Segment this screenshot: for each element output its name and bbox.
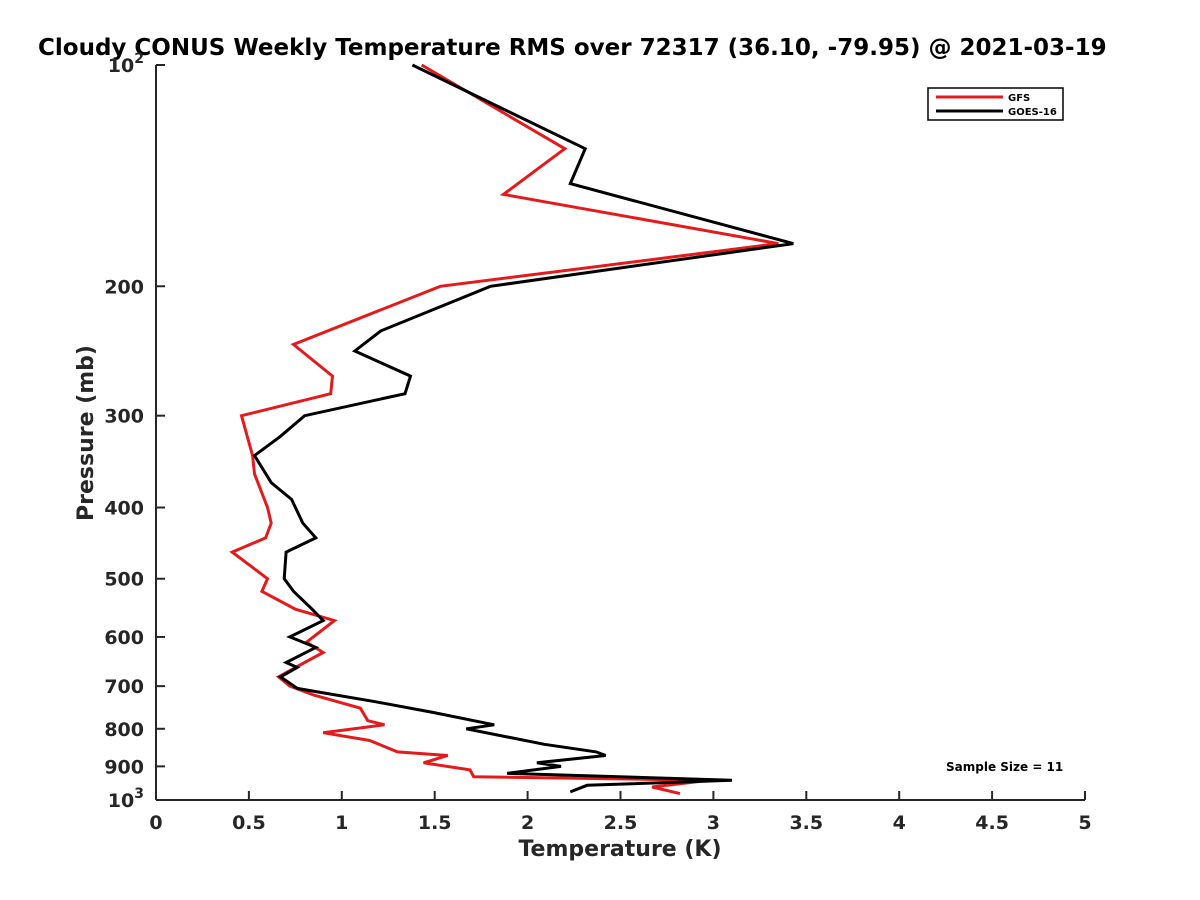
series-line-goes-16 (252, 63, 794, 794)
x-tick-label: 4.5 (975, 812, 1009, 834)
legend-label-gfs: GFS (1008, 93, 1030, 104)
chart-title: Cloudy CONUS Weekly Temperature RMS over… (38, 35, 1107, 61)
x-tick-label: 1 (335, 812, 348, 834)
sample-size-annotation: Sample Size = 11 (946, 760, 1063, 774)
x-axis-label: Temperature (K) (518, 837, 721, 862)
series-line-gfs (229, 63, 779, 796)
legend-label-goes-16: GOES-16 (1008, 107, 1057, 118)
y-tick-label: 400 (104, 498, 144, 520)
y-tick-label: 700 (104, 676, 144, 698)
legend: GFS GOES-16 (927, 87, 1064, 121)
y-tick-label: 200 (104, 276, 144, 298)
x-tick-label: 2 (521, 812, 534, 834)
x-tick-label: 4 (893, 812, 906, 834)
x-tick-label: 3 (707, 812, 720, 834)
legend-box (927, 87, 1064, 121)
y-tick-label: 800 (104, 719, 144, 741)
y-tick-label: 103 (108, 786, 144, 812)
axes: 0 0.5 1 1.5 2 2.5 3 3.5 4 4.5 5 102 200 300 400 500 600 7… (104, 51, 1091, 834)
y-tick-label: 500 (104, 569, 144, 591)
y-tick-label: 300 (104, 406, 144, 428)
y-tick-label: 900 (104, 756, 144, 778)
x-tick-label: 1.5 (418, 812, 452, 834)
x-tick-label: 0.5 (232, 812, 266, 834)
series-layer (229, 63, 794, 796)
x-tick-label: 2.5 (604, 812, 638, 834)
x-tick-label: 3.5 (789, 812, 823, 834)
x-tick-label: 5 (1078, 812, 1091, 834)
y-tick-label: 102 (108, 51, 144, 77)
x-tick-label: 0 (149, 812, 162, 834)
y-axis-label: Pressure (mb) (74, 345, 99, 521)
y-tick-label: 600 (104, 627, 144, 649)
